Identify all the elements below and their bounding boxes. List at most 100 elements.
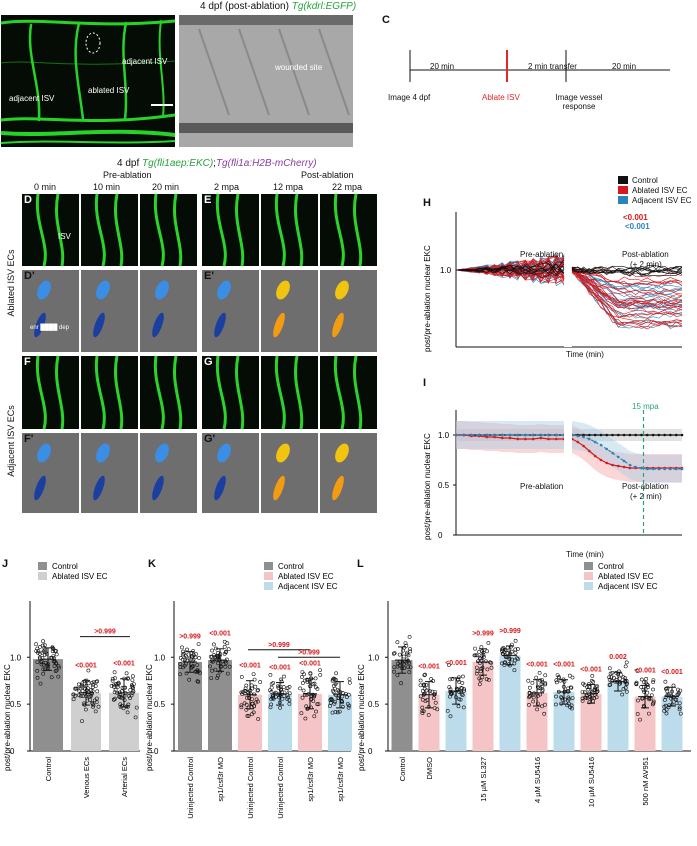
i-point-adjacent (582, 435, 585, 439)
data-point (475, 669, 480, 674)
data-point (502, 648, 507, 652)
i-point-control (622, 433, 626, 437)
data-point (282, 694, 287, 698)
data-point (271, 681, 276, 685)
i-point-adjacent (516, 433, 520, 437)
data-point (112, 690, 117, 695)
i-point-control (599, 433, 603, 437)
time-label: 12 mpa (273, 182, 304, 192)
nucleus-cell (93, 312, 105, 338)
micrograph-drawing (34, 443, 51, 501)
data-point (459, 692, 464, 697)
legend-label: Adjacent ISV EC (598, 582, 658, 591)
h-gap (564, 212, 572, 347)
data-point (447, 663, 451, 667)
label-adjacent-isv-right: adjacent ISV (122, 57, 168, 66)
label-wounded-site: wounded site (275, 63, 323, 72)
pre-ablation-header: Pre-ablation (103, 170, 152, 180)
data-point (316, 702, 321, 707)
data-point (251, 672, 256, 677)
data-point (526, 678, 531, 683)
data-point (589, 678, 594, 683)
data-point (610, 670, 615, 675)
data-point (181, 653, 185, 658)
data-point (41, 671, 46, 676)
timecourse-transgene-2: Tg(fli1a:H2B-mCherry) (215, 158, 317, 169)
micrograph-drawing (34, 280, 51, 338)
i-point-control (674, 433, 678, 437)
data-point (226, 647, 231, 652)
i-point-control (588, 433, 591, 437)
data-point (134, 705, 139, 710)
i-point-control (645, 433, 649, 437)
data-point (126, 676, 130, 681)
nucleus-cell (155, 280, 169, 300)
micrograph-drawing (94, 356, 124, 429)
data-point (285, 686, 290, 691)
data-point (459, 685, 464, 690)
data-point (566, 686, 571, 691)
micrograph-drawing (214, 280, 231, 338)
data-point (636, 698, 640, 703)
i-point-control (663, 433, 666, 437)
i-point-control (593, 433, 597, 437)
data-point (337, 709, 342, 714)
data-point (586, 687, 591, 692)
i-ytick: 1.0 (438, 431, 450, 440)
data-point (71, 697, 76, 702)
data-point (537, 671, 542, 675)
data-point (477, 649, 482, 654)
data-point (315, 702, 320, 707)
data-point (402, 645, 407, 650)
h-trace-adjacent (571, 267, 683, 292)
data-point (250, 712, 254, 717)
i-point-adjacent (669, 467, 672, 471)
data-point (94, 680, 99, 684)
data-point (671, 683, 676, 688)
data-point (330, 710, 335, 715)
data-point (677, 701, 682, 706)
i-point-adjacent (593, 440, 597, 444)
panel-a-title: 4 dpf (post-ablation) Tg(kdrl:EGFP) (200, 1, 356, 12)
data-point (286, 695, 291, 700)
micrograph-drawing (215, 356, 245, 429)
micrograph-drawing (214, 443, 231, 501)
category-label: sp1/csf3r MO (336, 757, 345, 802)
data-point (593, 684, 598, 689)
data-point (457, 679, 462, 684)
legend-swatch (264, 582, 273, 590)
i-point-ablated (582, 444, 585, 448)
data-point (331, 683, 336, 688)
data-point (112, 684, 117, 689)
p-value: <0.001 (418, 664, 440, 671)
h-trace-control (571, 265, 683, 273)
panel-l-letter: L (357, 558, 364, 570)
data-point (513, 638, 518, 643)
data-point (401, 654, 406, 659)
data-point (191, 664, 196, 668)
data-point (512, 668, 517, 673)
vessel-right (294, 194, 304, 266)
bar (33, 659, 63, 751)
h-pvalue-adjacent: <0.001 (625, 222, 650, 231)
bar-ytick-label: 1.0 (10, 653, 22, 662)
h-trace-ablated (571, 269, 683, 295)
data-point (447, 685, 452, 690)
data-point (340, 700, 345, 705)
data-point (407, 635, 412, 639)
i-point-ablated (611, 463, 614, 467)
micrograph-drawing (273, 280, 290, 338)
data-point (127, 694, 131, 698)
nucleus-cell (214, 475, 226, 501)
vessel-left (274, 356, 286, 429)
i-point-ablated (628, 466, 632, 470)
data-point (122, 698, 127, 703)
data-point (268, 705, 273, 710)
data-point (421, 709, 426, 714)
data-point (399, 681, 404, 686)
nucleus-cell (37, 443, 51, 463)
data-point (330, 677, 335, 682)
data-point (420, 689, 425, 693)
data-point (76, 682, 81, 687)
segment-label-3: 20 min (612, 62, 637, 71)
